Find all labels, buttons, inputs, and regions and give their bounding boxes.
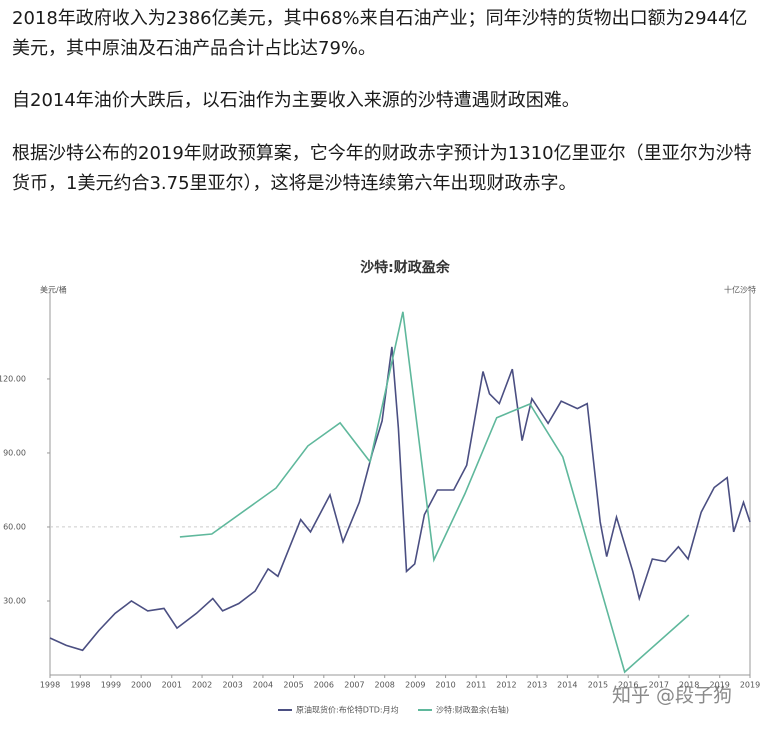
paragraph: 自2014年油价大跌后，以石油作为主要收入来源的沙特遭遇财政困难。 — [12, 90, 580, 111]
x-tick-label: 2004 — [253, 681, 273, 690]
x-tick-label: 2019 — [740, 681, 760, 690]
x-tick-label: 2011 — [466, 681, 486, 690]
y-axis-label: 美元/桶 — [40, 285, 67, 295]
x-tick-label: 2003 — [222, 681, 242, 690]
x-tick-label: 2014 — [557, 681, 577, 690]
chart: 沙特:财政盈余 美元/桶 十亿沙特 知乎 @段子狗 30.00 60.00 90.0… — [0, 259, 760, 715]
x-tick-label: 2017 — [649, 681, 669, 690]
x-tick-label: 2008 — [375, 681, 395, 690]
y2-axis-label: 十亿沙特 — [724, 285, 756, 295]
x-tick-label: 2007 — [344, 681, 364, 690]
y-tick-label: 60.00 — [3, 522, 26, 531]
x-tick-label: 2016 — [618, 681, 638, 690]
x-tick-label: 2019 — [710, 681, 730, 690]
series-line — [179, 311, 690, 674]
x-tick-label: 2000 — [131, 681, 151, 690]
series-line — [49, 346, 751, 652]
x-tick-label: 2018 — [679, 681, 699, 690]
x-tick-label: 2005 — [283, 681, 303, 690]
x-tick-label: 2009 — [405, 681, 425, 690]
x-tick-label: 2012 — [496, 681, 516, 690]
y-tick-label: 90.00 — [3, 448, 26, 457]
legend-label: 原油现货价:布伦特DTD:月均 — [296, 705, 399, 715]
paragraph: 2018年政府收入为2386亿美元，其中68%来自石油产业；同年沙特的货物出口额… — [12, 8, 748, 59]
x-tick-label: 2010 — [435, 681, 455, 690]
x-tick-label: 2002 — [192, 681, 212, 690]
x-tick-label: 2013 — [527, 681, 547, 690]
paragraph: 根据沙特公布的2019年财政预算案，它今年的财政赤字预计为1310亿里亚尔（里亚… — [12, 143, 752, 194]
x-tick-label: 1999 — [101, 681, 121, 690]
legend-label: 沙特:财政盈余(右轴) — [436, 705, 509, 715]
y-tick-label: 120.00 — [0, 374, 26, 383]
x-tick-label: 1998 — [40, 681, 60, 690]
y-tick-label: 30.00 — [3, 596, 26, 605]
x-tick-label: 2001 — [162, 681, 182, 690]
chart-title: 沙特:财政盈余 — [360, 259, 451, 276]
x-tick-label: 1998 — [70, 681, 90, 690]
watermark: 知乎 @段子狗 — [612, 685, 732, 707]
x-tick-label: 2015 — [588, 681, 608, 690]
x-tick-label: 2006 — [314, 681, 334, 690]
